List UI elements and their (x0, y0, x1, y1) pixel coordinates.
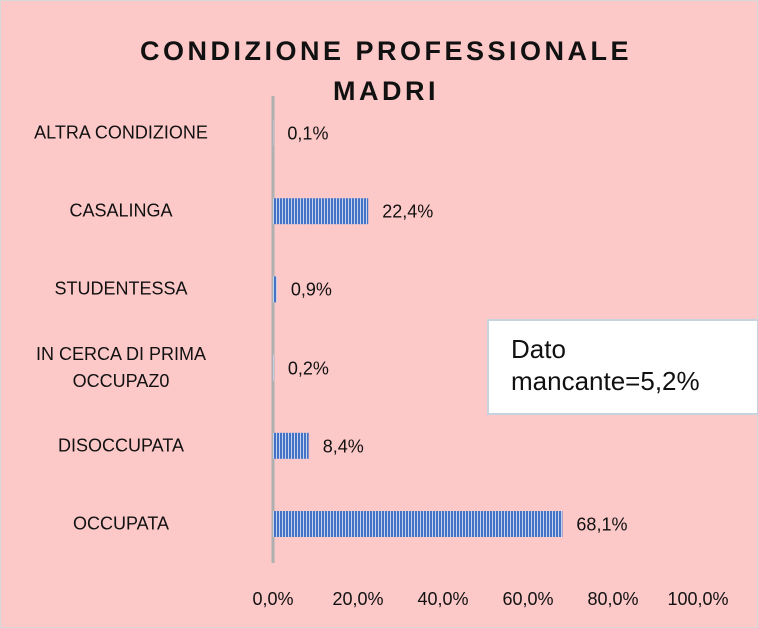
value-label: 68,1% (576, 514, 628, 535)
category-label: STUDENTESSA (54, 278, 188, 299)
category-label: IN CERCA DI PRIMA OCCUPAZ0 (35, 343, 207, 391)
bar (273, 354, 274, 381)
category-label: CASALINGA (69, 200, 173, 221)
value-label: 0,2% (287, 358, 329, 379)
category-label: DISOCCUPATA (57, 435, 184, 456)
value-label: 8,4% (322, 436, 364, 457)
annotation: Dato mancante=5,2% (487, 319, 758, 415)
x-tick-label: 0,0% (252, 589, 294, 609)
bar (273, 511, 563, 537)
category-label: OCCUPATA (72, 513, 169, 534)
value-label: 22,4% (382, 201, 434, 222)
bar (273, 276, 277, 303)
bar (273, 198, 369, 225)
x-tick-label: 80,0% (587, 589, 639, 609)
x-tick-label: 100,0% (667, 589, 729, 609)
chart-title: CONDIZIONE PROFESSIONALE MADRI (139, 36, 633, 106)
category-label: ALTRA CONDIZIONE (34, 122, 208, 143)
value-label: 0,9% (290, 279, 332, 300)
x-tick-label: 60,0% (502, 589, 554, 609)
x-tick-label: 20,0% (332, 589, 384, 609)
bar (273, 432, 309, 459)
x-tick-label: 40,0% (417, 589, 469, 609)
value-label: 0,1% (287, 123, 329, 144)
